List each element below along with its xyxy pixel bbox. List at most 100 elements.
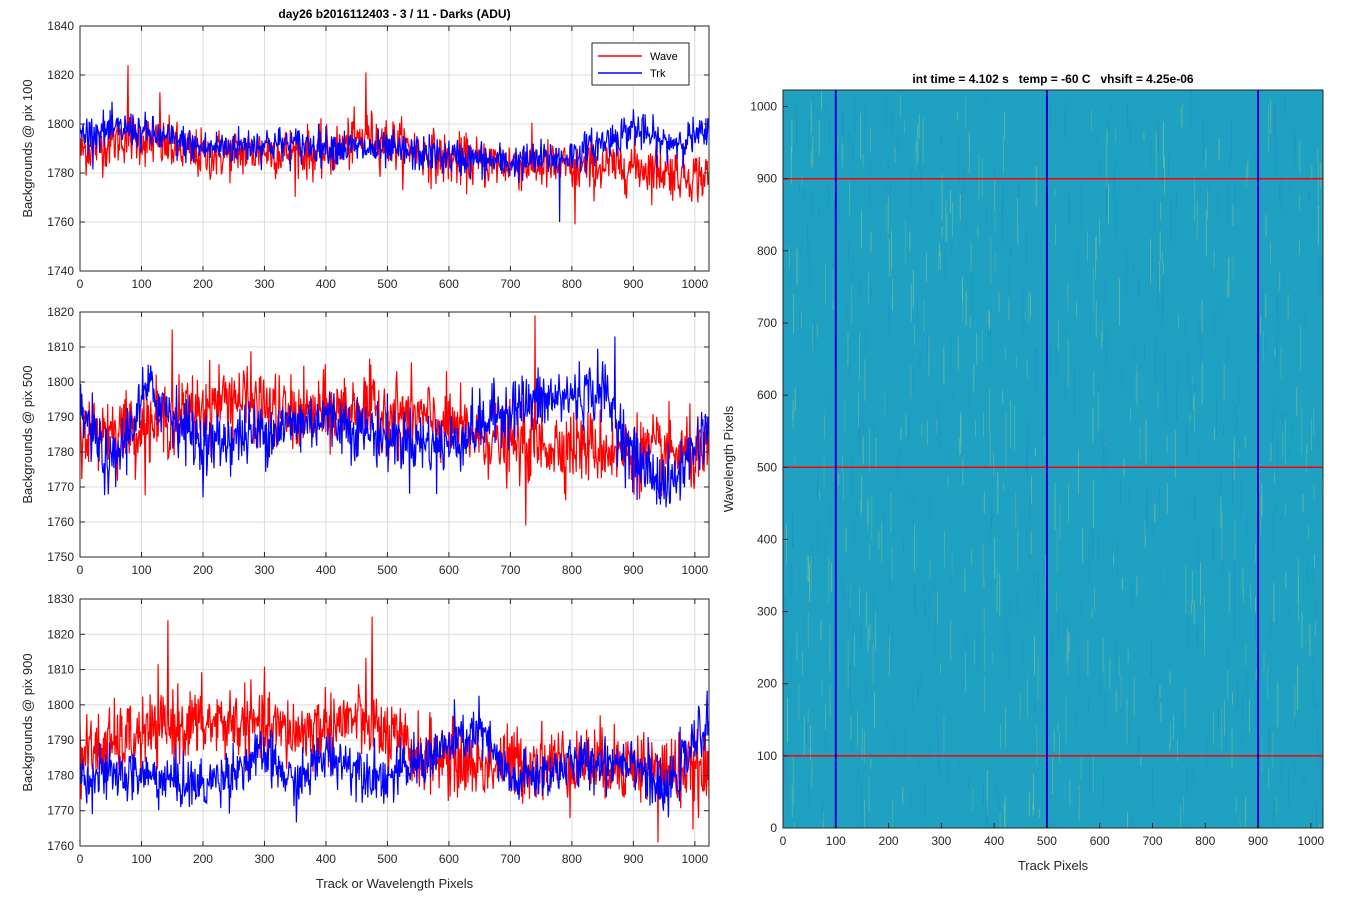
heatmap-image [783, 90, 1323, 828]
x-tick-label: 0 [77, 563, 84, 577]
x-tick-label: 800 [562, 277, 582, 291]
x-tick-label: 400 [984, 834, 1004, 848]
y-tick-label: 1820 [47, 68, 74, 82]
x-tick-label: 1000 [682, 852, 709, 866]
heatmap-texture [783, 90, 1323, 828]
y-tick-label: 1810 [47, 663, 74, 677]
y-tick-label: 1000 [750, 100, 777, 114]
x-axis-label: Track Pixels [1018, 858, 1089, 873]
x-tick-label: 0 [780, 834, 787, 848]
x-tick-label: 300 [254, 852, 274, 866]
x-tick-label: 0 [77, 277, 84, 291]
x-tick-label: 600 [1090, 834, 1110, 848]
y-tick-label: 1790 [47, 410, 74, 424]
x-tick-label: 300 [254, 277, 274, 291]
y-tick-label: 1800 [47, 375, 74, 389]
legend-box [591, 42, 690, 86]
y-tick-label: 1830 [47, 592, 74, 606]
x-tick-label: 900 [1248, 834, 1268, 848]
series-line-trk [80, 690, 709, 823]
x-tick-label: 0 [77, 852, 84, 866]
series-line-trk [80, 101, 709, 223]
y-axis-label: Backgrounds @ pix 100 [20, 79, 35, 217]
x-tick-label: 100 [131, 852, 151, 866]
y-axis-label: Wavelength Pixels [721, 405, 736, 512]
y-tick-label: 1820 [47, 305, 74, 319]
y-tick-label: 1810 [47, 340, 74, 354]
x-tick-label: 200 [879, 834, 899, 848]
x-tick-label: 600 [439, 277, 459, 291]
x-tick-label: 600 [439, 563, 459, 577]
x-tick-label: 800 [562, 852, 582, 866]
y-tick-label: 1770 [47, 480, 74, 494]
x-tick-label: 400 [316, 277, 336, 291]
y-tick-label: 1760 [47, 839, 74, 853]
x-tick-label: 800 [562, 563, 582, 577]
y-tick-label: 1840 [47, 19, 74, 33]
line-panel-pix900: 0 100 200 300 400 500 600 700 800 900 1000 1760 1770… [20, 592, 710, 891]
x-tick-label: 600 [439, 852, 459, 866]
y-tick-label: 1790 [47, 733, 74, 747]
y-tick-label: 400 [757, 532, 777, 546]
x-tick-label: 100 [826, 834, 846, 848]
x-tick-label: 300 [931, 834, 951, 848]
x-tick-label: 1000 [1298, 834, 1325, 848]
y-tick-label: 0 [770, 821, 777, 835]
x-tick-label: 400 [316, 563, 336, 577]
axes-box [782, 89, 1324, 829]
x-tick-label: 100 [131, 277, 151, 291]
x-tick-label: 700 [500, 563, 520, 577]
x-tick-label: 300 [254, 563, 274, 577]
x-tick-label: 900 [623, 277, 643, 291]
y-tick-label: 100 [757, 749, 777, 763]
series-line-trk [80, 336, 709, 508]
axes-box [79, 25, 710, 272]
x-tick-label: 200 [193, 277, 213, 291]
x-tick-label: 200 [193, 852, 213, 866]
x-axis-label: Track or Wavelength Pixels [316, 876, 474, 891]
y-tick-label: 1780 [47, 445, 74, 459]
y-tick-label: 1800 [47, 117, 74, 131]
x-tick-label: 500 [377, 852, 397, 866]
x-tick-label: 900 [623, 563, 643, 577]
legend-label-trk: Trk [650, 68, 666, 80]
x-tick-label: 900 [623, 852, 643, 866]
legend: Wave Trk [591, 42, 690, 86]
axes-box [79, 598, 710, 847]
y-tick-label: 1750 [47, 550, 74, 564]
y-tick-label: 200 [757, 677, 777, 691]
y-tick-label: 1780 [47, 768, 74, 782]
y-tick-label: 1800 [47, 698, 74, 712]
x-tick-label: 1000 [682, 563, 709, 577]
x-tick-label: 700 [500, 277, 520, 291]
line-panel-pix100: 0 100 200 300 400 500 600 700 800 900 1000 1740 1760… [20, 7, 710, 291]
x-tick-label: 800 [1195, 834, 1215, 848]
y-tick-label: 700 [757, 316, 777, 330]
y-tick-label: 500 [757, 460, 777, 474]
y-tick-label: 800 [757, 244, 777, 258]
x-tick-label: 700 [500, 852, 520, 866]
y-tick-label: 1740 [47, 264, 74, 278]
chart-title: day26 b2016112403 - 3 / 11 - Darks (ADU) [278, 7, 510, 21]
y-tick-label: 1760 [47, 215, 74, 229]
x-tick-label: 400 [316, 852, 336, 866]
y-tick-label: 1820 [47, 627, 74, 641]
y-tick-label: 900 [757, 172, 777, 186]
y-tick-label: 1760 [47, 515, 74, 529]
heatmap-panel: 0 100 200 300 400 500 600 700 800 900 1000 0 100 200 3… [721, 72, 1325, 873]
x-tick-label: 500 [1037, 834, 1057, 848]
x-tick-label: 500 [377, 277, 397, 291]
heatmap-title: int time = 4.102 s temp = -60 C vhsift =… [912, 72, 1193, 86]
x-tick-label: 700 [1142, 834, 1162, 848]
y-tick-label: 1780 [47, 166, 74, 180]
x-tick-label: 500 [377, 563, 397, 577]
x-tick-label: 200 [193, 563, 213, 577]
y-tick-label: 600 [757, 388, 777, 402]
line-panel-pix500: 0 100 200 300 400 500 600 700 800 900 1000 1750 1760… [20, 305, 710, 577]
y-tick-label: 300 [757, 605, 777, 619]
y-tick-label: 1770 [47, 804, 74, 818]
legend-label-wave: Wave [650, 51, 678, 63]
axes-box [79, 311, 710, 558]
x-tick-label: 1000 [682, 277, 709, 291]
